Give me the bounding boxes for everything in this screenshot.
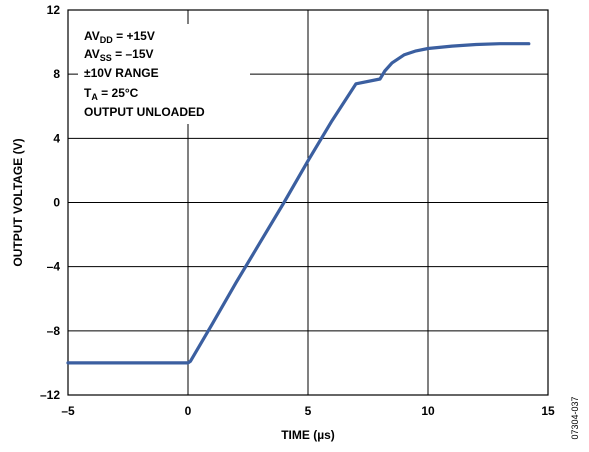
x-tick-label: 10 <box>421 404 435 418</box>
annotation-backdrop <box>78 24 250 124</box>
figure-id: 07304-037 <box>570 396 580 439</box>
x-tick-label: 15 <box>541 404 555 418</box>
y-tick-label: –8 <box>47 324 61 338</box>
annotation-range: ±10V RANGE <box>84 66 159 80</box>
x-tick-label: 0 <box>185 404 192 418</box>
y-axis-label: OUTPUT VOLTAGE (V) <box>11 138 25 266</box>
annotation-box: AVDD = +15V AVSS = –15V ±10V RANGE TA = … <box>84 29 205 119</box>
x-tick-label: –5 <box>61 404 75 418</box>
y-tick-label: –4 <box>47 260 61 274</box>
y-tick-label: 4 <box>53 131 60 145</box>
y-tick-label: 12 <box>47 3 61 17</box>
annotation-temperature: TA = 25°C <box>84 86 139 102</box>
plot-frame <box>67 9 549 396</box>
annotation-unloaded: OUTPUT UNLOADED <box>84 105 205 119</box>
x-axis-label: TIME (µs) <box>281 428 335 442</box>
annotation-avss: AVSS = –15V <box>84 47 154 63</box>
y-tick-labels: 12 8 4 0 –4 –8 –12 <box>40 3 60 402</box>
x-tick-labels: –5 0 5 10 15 <box>61 404 555 418</box>
y-tick-label: –12 <box>40 388 60 402</box>
series-line <box>66 42 531 365</box>
y-tick-label: 0 <box>53 196 60 210</box>
x-tick-label: 5 <box>305 404 312 418</box>
y-tick-label: 8 <box>53 67 60 81</box>
annotation-avdd: AVDD = +15V <box>84 29 155 45</box>
